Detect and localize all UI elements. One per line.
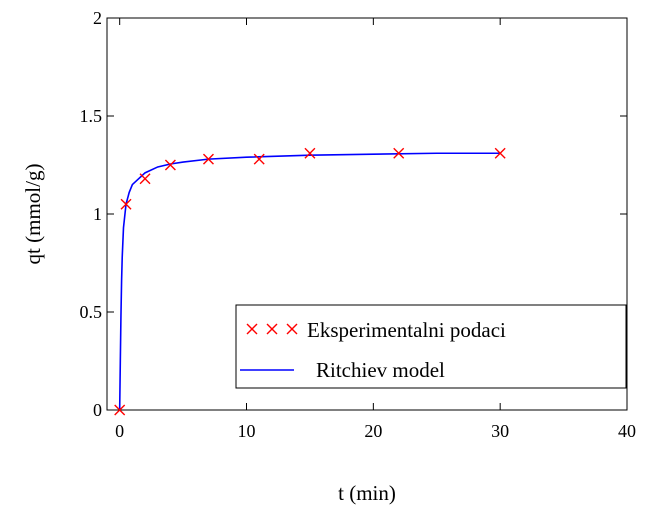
data-point-eksperimentalni-podaci <box>120 198 132 210</box>
y-tick-label: 0 <box>93 400 102 420</box>
data-point-eksperimentalni-podaci-stroke <box>253 153 265 165</box>
y-tick-label: 0.5 <box>80 302 103 322</box>
data-point-eksperimentalni-podaci <box>164 159 176 171</box>
data-point-eksperimentalni-podaci-stroke <box>139 173 151 185</box>
data-point-eksperimentalni-podaci-stroke <box>120 198 132 210</box>
legend-marker-x <box>246 323 258 335</box>
legend-marker-x <box>286 323 298 335</box>
y-tick-label: 1.5 <box>80 106 103 126</box>
x-tick-label: 10 <box>238 421 256 441</box>
data-point-eksperimentalni-podaci-stroke <box>304 147 316 159</box>
data-point-eksperimentalni-podaci <box>304 147 316 159</box>
x-axis-label: t (min) <box>338 481 396 505</box>
data-point-eksperimentalni-podaci-stroke <box>164 159 176 171</box>
x-tick-label: 40 <box>618 421 636 441</box>
x-tick-label: 20 <box>364 421 382 441</box>
legend-label-eksperimentalni-podaci: Eksperimentalni podaci <box>307 318 506 342</box>
legend-label-ritchiev-model: Ritchiev model <box>316 358 445 382</box>
data-point-eksperimentalni-podaci-stroke <box>114 404 126 416</box>
legend-marker-x <box>266 323 278 335</box>
data-point-eksperimentalni-podaci <box>139 173 151 185</box>
legend-marker-eksperimentalni-podaci <box>246 323 298 335</box>
x-axis: 0 10 20 30 40 <box>115 18 636 441</box>
y-tick-label: 2 <box>93 8 102 28</box>
x-tick-label: 30 <box>491 421 509 441</box>
y-tick-label: 1 <box>93 204 102 224</box>
data-point-eksperimentalni-podaci-stroke <box>202 153 214 165</box>
y-axis-label: qt (mmol/g) <box>21 164 45 265</box>
series-layer <box>114 147 506 416</box>
data-point-eksperimentalni-podaci-stroke <box>393 147 405 159</box>
data-point-eksperimentalni-podaci <box>253 153 265 165</box>
x-tick-label: 0 <box>115 421 124 441</box>
legend-marker-x-stroke <box>246 323 258 335</box>
data-point-eksperimentalni-podaci <box>114 404 126 416</box>
data-point-eksperimentalni-podaci <box>494 147 506 159</box>
data-point-eksperimentalni-podaci <box>393 147 405 159</box>
data-point-eksperimentalni-podaci-stroke <box>494 147 506 159</box>
legend: Eksperimentalni podaci Ritchiev model <box>235 304 627 389</box>
legend-box <box>235 304 627 389</box>
legend-marker-x-stroke <box>266 323 278 335</box>
legend-marker-x-stroke <box>286 323 298 335</box>
data-point-eksperimentalni-podaci <box>202 153 214 165</box>
